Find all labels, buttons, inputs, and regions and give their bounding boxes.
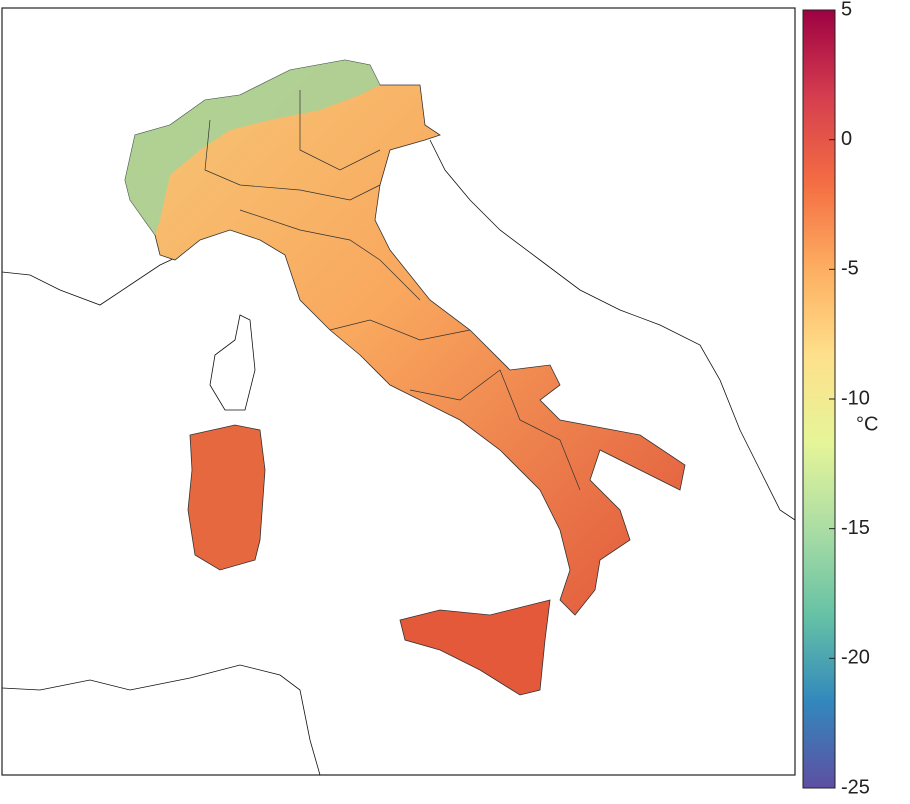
region-border — [329, 319, 471, 341]
balkan-coast — [429, 139, 796, 521]
sicily — [399, 599, 551, 696]
region-border — [204, 119, 381, 201]
region-border — [409, 369, 581, 491]
colorbar-unit: °C — [856, 413, 878, 435]
colorbar: °C 5 0 -5 -10 -15 -20 -25 — [802, 0, 878, 798]
france-coast — [1, 257, 176, 306]
colorbar-tick-label: -5 — [841, 258, 859, 280]
corsica — [209, 314, 256, 411]
alps — [125, 60, 380, 235]
colorbar-tick-label: -20 — [841, 647, 870, 669]
colorbar-tick-label: 0 — [841, 128, 852, 150]
sardinia — [187, 424, 266, 571]
italy-mainland — [124, 59, 686, 616]
region-border — [239, 209, 421, 301]
colorbar-tick-label: -25 — [841, 776, 870, 798]
map — [1, 7, 796, 776]
colorbar-tick-label: -15 — [841, 517, 870, 539]
colorbar-tick-label: 5 — [841, 0, 852, 20]
region-border — [299, 90, 381, 171]
colorbar-tick-label: -10 — [841, 387, 870, 409]
africa-coast — [1, 664, 321, 776]
